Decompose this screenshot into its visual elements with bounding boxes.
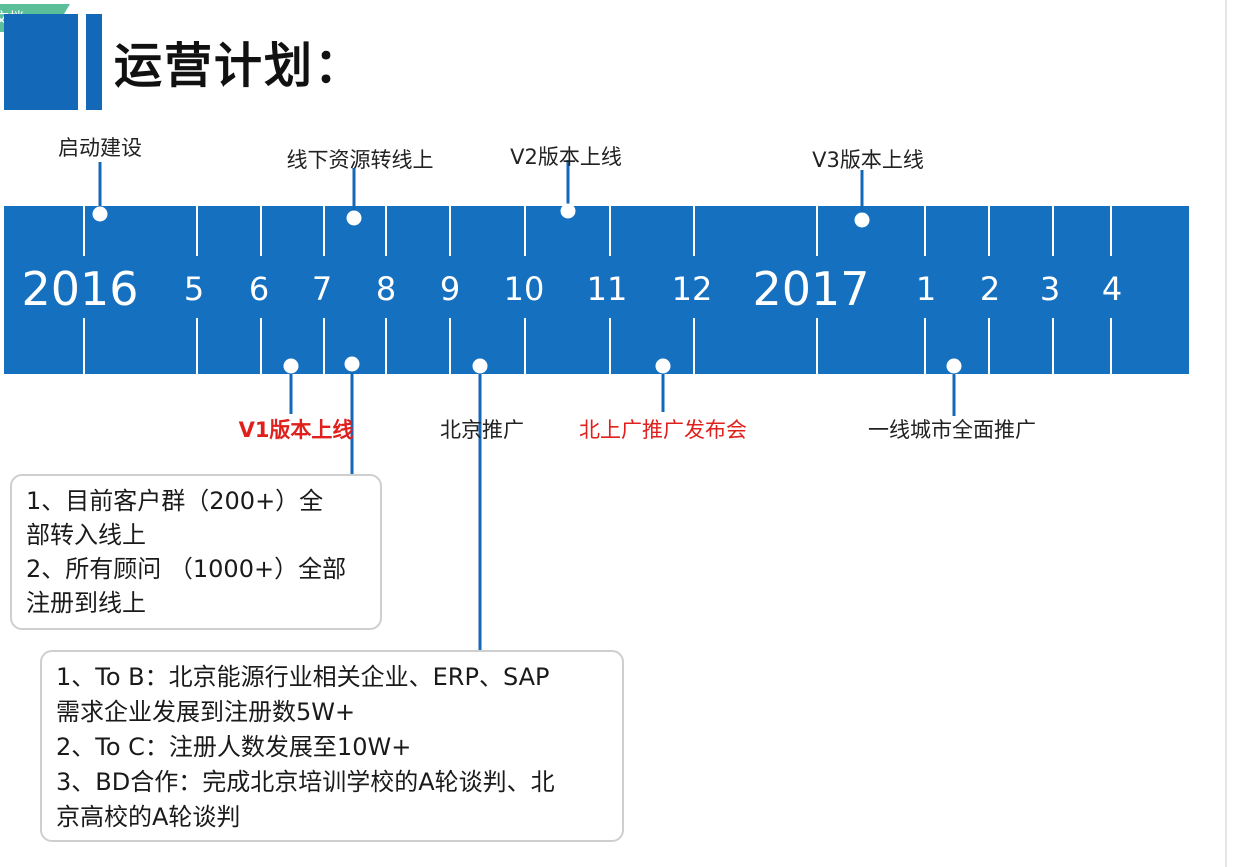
- callout-line: 京高校的A轮谈判: [56, 803, 241, 831]
- callout-line: 1、目前客户群（200+）全: [26, 487, 324, 515]
- milestone-dot: [346, 210, 362, 226]
- timeline-tick: [323, 206, 325, 256]
- month-label: 10: [503, 270, 545, 308]
- milestone-dot: [283, 358, 299, 374]
- timeline-tick: [449, 206, 451, 256]
- milestone-dot: [946, 358, 962, 374]
- timeline-tick: [988, 318, 990, 374]
- milestone-dot: [472, 358, 488, 374]
- callout-box-v1: 1、目前客户群（200+）全 部转入线上 2、所有顾问 （1000+）全部 注册…: [10, 474, 382, 630]
- month-label: 11: [586, 270, 628, 308]
- month-label: 12: [671, 270, 713, 308]
- milestone-dot: [344, 356, 360, 372]
- milestone-label-v2: V2版本上线: [510, 145, 622, 169]
- timeline-tick: [1052, 318, 1054, 374]
- callout-line: 注册到线上: [26, 589, 146, 617]
- month-label: 6: [248, 270, 270, 308]
- year-label-2016: 2016: [21, 262, 139, 316]
- timeline-tick: [385, 206, 387, 256]
- milestone-label-v3: V3版本上线: [812, 148, 924, 172]
- callout-box-beijing: 1、To B：北京能源行业相关企业、ERP、SAP 需求企业发展到注册数5W+ …: [40, 650, 624, 842]
- timeline-tick: [924, 206, 926, 256]
- milestone-dot: [655, 358, 671, 374]
- milestone-label-launch-event: 北上广推广发布会: [579, 418, 747, 442]
- month-label: 9: [439, 270, 461, 308]
- timeline-tick: [1110, 206, 1112, 256]
- page-title: 运营计划：: [114, 38, 365, 94]
- callout-line: 2、To C：注册人数发展至10W+: [56, 733, 412, 761]
- milestone-stem: [478, 366, 482, 652]
- callout-line: 2、所有顾问 （1000+）全部: [26, 555, 347, 583]
- month-label: 4: [1101, 270, 1123, 308]
- timeline-tick: [924, 318, 926, 374]
- month-label: 1: [915, 270, 937, 308]
- timeline-tick: [323, 318, 325, 374]
- milestone-stem: [98, 162, 102, 214]
- timeline-tick: [385, 318, 387, 374]
- milestone-label-tier1-promo: 一线城市全面推广: [868, 418, 1036, 442]
- milestone-stem: [352, 168, 356, 218]
- milestone-stem: [661, 366, 665, 412]
- milestone-dot: [560, 203, 576, 219]
- milestone-stem: [566, 160, 570, 210]
- timeline-tick: [83, 318, 85, 374]
- milestone-label-start: 启动建设: [58, 136, 142, 160]
- title-accent-bar-thin: [86, 14, 102, 110]
- timeline-tick: [196, 206, 198, 256]
- timeline-tick: [816, 318, 818, 374]
- callout-line: 1、To B：北京能源行业相关企业、ERP、SAP: [56, 663, 550, 691]
- callout-line: 需求企业发展到注册数5W+: [56, 698, 356, 726]
- timeline-tick: [260, 206, 262, 256]
- timeline-tick: [449, 318, 451, 374]
- timeline-tick: [1052, 206, 1054, 256]
- milestone-label-v1: V1版本上线: [238, 418, 354, 442]
- month-label: 2: [979, 270, 1001, 308]
- timeline-tick: [693, 318, 695, 374]
- milestone-dot: [92, 206, 108, 222]
- milestone-stem: [350, 364, 354, 476]
- month-label: 7: [311, 270, 333, 308]
- timeline-tick: [609, 206, 611, 256]
- milestone-stem: [860, 170, 864, 220]
- timeline-band: [4, 206, 1189, 374]
- milestone-label-beijing-promo: 北京推广: [440, 418, 524, 442]
- title-accent-bar: [4, 14, 78, 110]
- timeline-tick: [196, 318, 198, 374]
- timeline-tick: [988, 206, 990, 256]
- timeline-tick: [524, 318, 526, 374]
- timeline-tick: [524, 206, 526, 256]
- timeline-tick: [83, 206, 85, 256]
- milestone-dot: [854, 212, 870, 228]
- timeline-tick: [693, 206, 695, 256]
- month-label: 8: [375, 270, 397, 308]
- timeline-tick: [609, 318, 611, 374]
- milestone-stem: [289, 366, 293, 414]
- year-label-2017: 2017: [752, 262, 870, 316]
- timeline-tick: [816, 206, 818, 256]
- timeline-tick: [260, 318, 262, 374]
- callout-line: 3、BD合作：完成北京培训学校的A轮谈判、北: [56, 768, 555, 796]
- month-label: 3: [1039, 270, 1061, 308]
- milestone-label-offline-to-online: 线下资源转线上: [286, 148, 434, 172]
- month-label: 5: [183, 270, 205, 308]
- callout-line: 部转入线上: [26, 521, 146, 549]
- page-edge: [1225, 0, 1227, 867]
- timeline-tick: [1110, 318, 1112, 374]
- milestone-stem: [952, 366, 956, 416]
